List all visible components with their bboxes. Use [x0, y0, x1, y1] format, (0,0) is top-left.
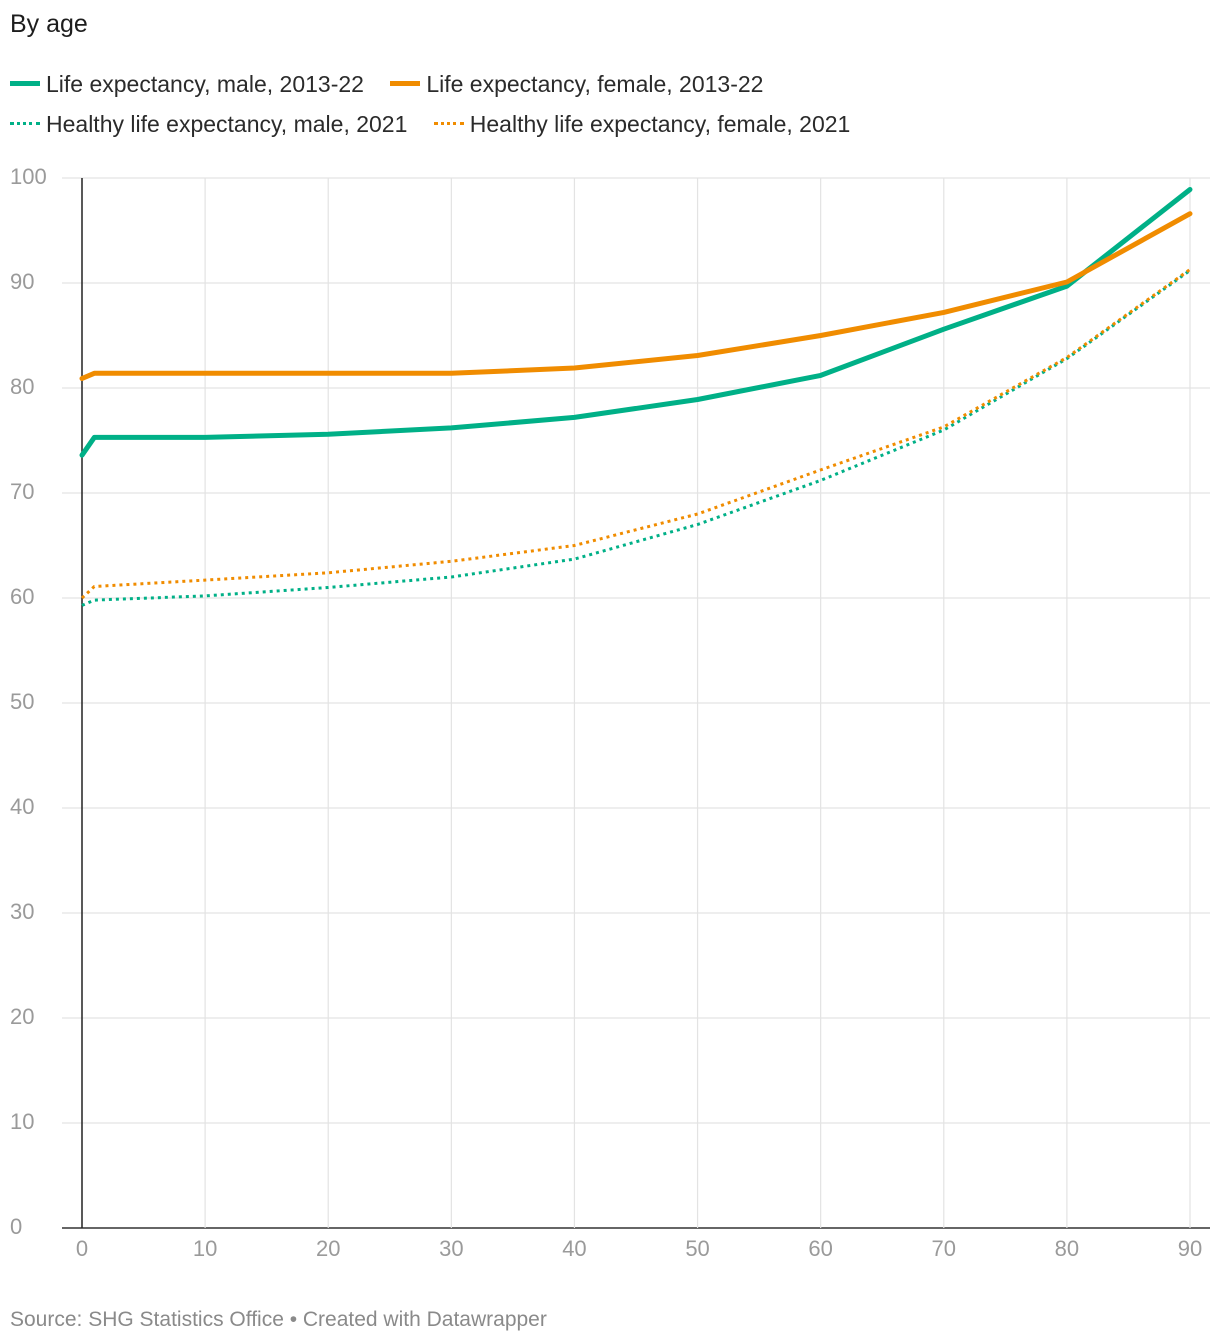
x-tick-label-80: 80: [1055, 1236, 1079, 1261]
legend-swatch-male-life: [10, 81, 40, 87]
y-tick-label-20: 20: [10, 1004, 34, 1029]
chart-title: By age: [10, 10, 88, 38]
series-line-1: [79, 211, 1193, 381]
y-tick-label-30: 30: [10, 899, 34, 924]
y-tick-label-100: 100: [10, 164, 47, 189]
legend-swatch-female-healthy: [433, 122, 464, 126]
legend-item-male-healthy: Healthy life expectancy, male, 2021: [10, 104, 407, 144]
series-line-0: [79, 187, 1193, 458]
y-tick-label-10: 10: [10, 1109, 34, 1134]
series-line-3: [80, 268, 1191, 600]
y-tick-label-90: 90: [10, 269, 34, 294]
y-tick-label-40: 40: [10, 794, 34, 819]
legend-item-female-life: Life expectancy, female, 2013-22: [390, 64, 763, 104]
x-tick-label-20: 20: [316, 1236, 340, 1261]
legend-label-female-healthy: Healthy life expectancy, female, 2021: [469, 111, 851, 137]
legend-label-female-life: Life expectancy, female, 2013-22: [426, 71, 764, 97]
x-tick-label-0: 0: [76, 1236, 88, 1261]
legend-item-male-life: Life expectancy, male, 2013-22: [10, 64, 364, 104]
legend: Life expectancy, male, 2013-22 Life expe…: [10, 64, 1200, 144]
legend-label-male-life: Life expectancy, male, 2013-22: [46, 71, 364, 97]
x-tick-label-60: 60: [808, 1236, 832, 1261]
y-tick-label-80: 80: [10, 374, 34, 399]
y-tick-label-50: 50: [10, 689, 34, 714]
y-tick-label-70: 70: [10, 479, 34, 504]
x-tick-label-50: 50: [685, 1236, 709, 1261]
x-tick-label-90: 90: [1178, 1236, 1202, 1261]
legend-swatch-male-healthy: [10, 122, 40, 126]
legend-item-female-healthy: Healthy life expectancy, female, 2021: [433, 104, 851, 144]
x-tick-label-40: 40: [562, 1236, 586, 1261]
y-tick-label-0: 0: [10, 1214, 22, 1239]
x-tick-label-30: 30: [439, 1236, 463, 1261]
legend-label-male-healthy: Healthy life expectancy, male, 2021: [46, 111, 408, 137]
legend-swatch-female-life: [390, 81, 421, 87]
y-tick-label-60: 60: [10, 584, 34, 609]
source-note: Source: SHG Statistics Office • Created …: [10, 1308, 547, 1331]
x-tick-label-70: 70: [932, 1236, 956, 1261]
x-tick-label-10: 10: [193, 1236, 217, 1261]
line-chart: 0 10 20 30 40 50 60 70 80 90 100 0 10 20 30 40 50 60 70 80 9…: [10, 164, 1210, 1261]
